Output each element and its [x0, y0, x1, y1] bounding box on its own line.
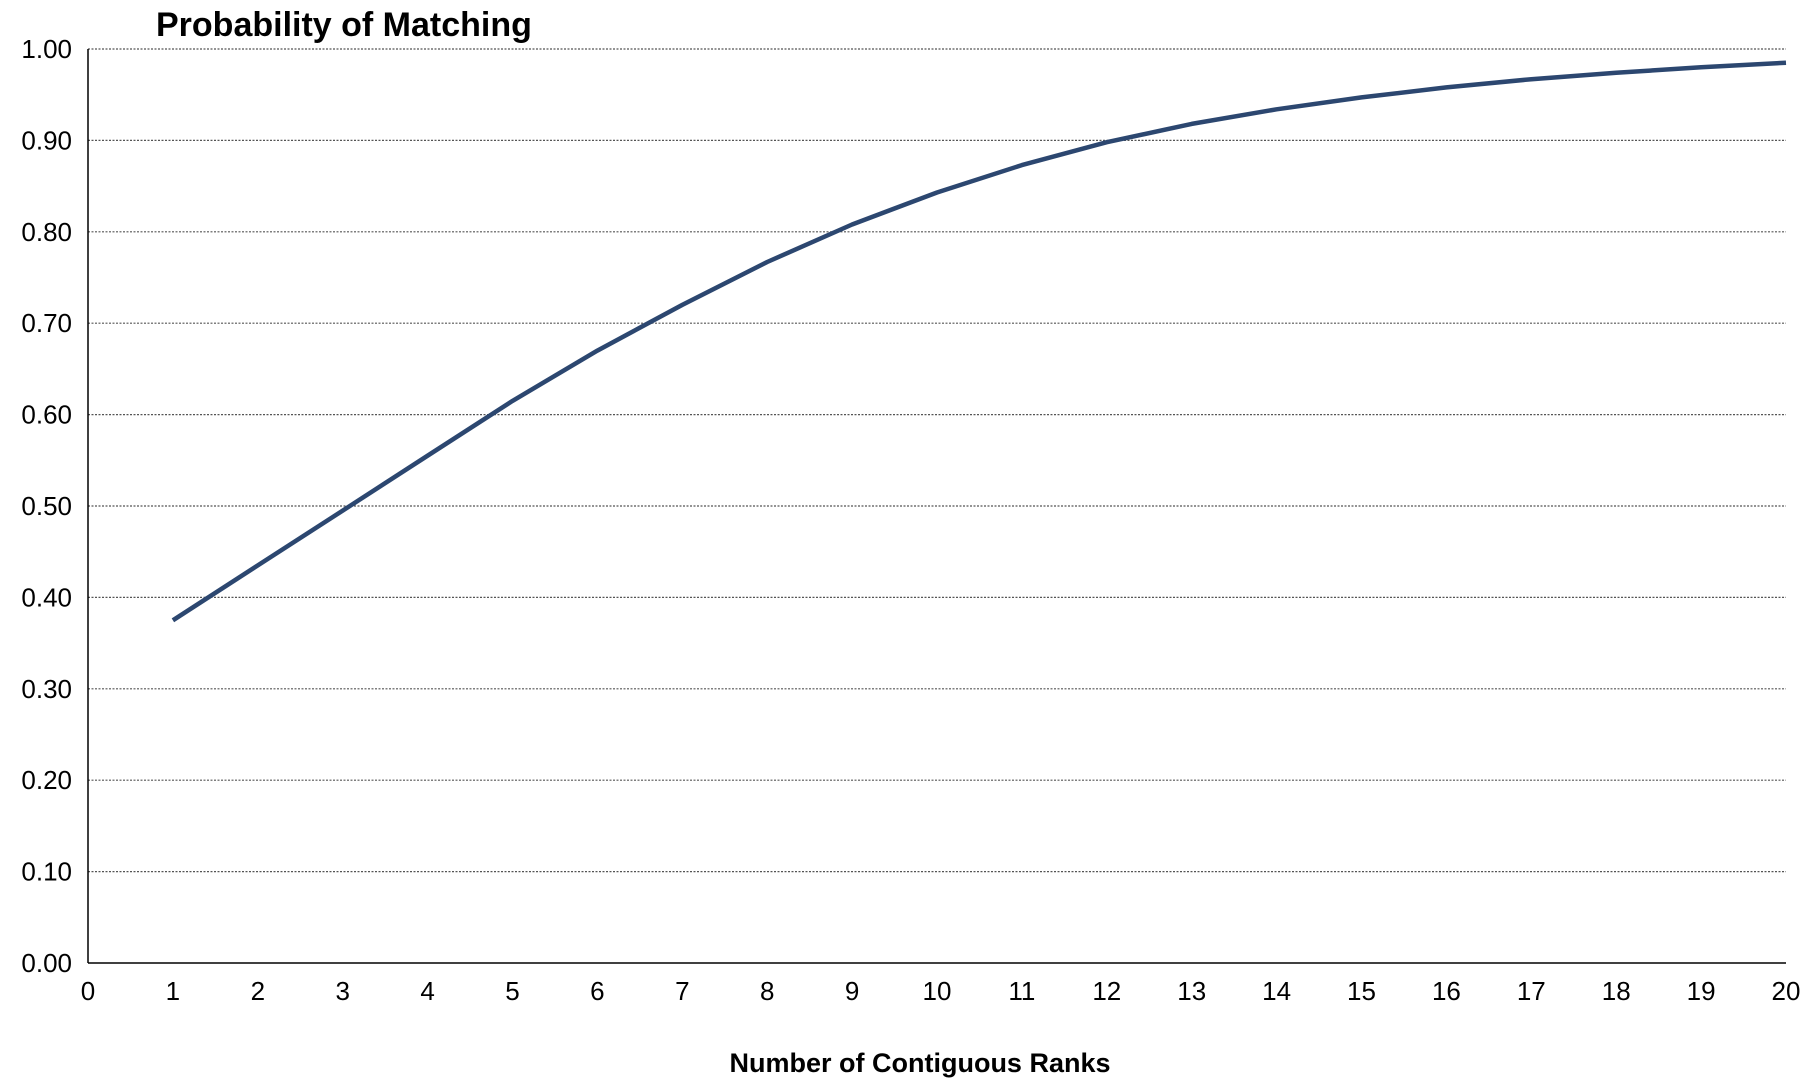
x-tick-label-7: 7 — [675, 976, 689, 1006]
x-tick-label-8: 8 — [760, 976, 774, 1006]
x-tick-label-16: 16 — [1432, 976, 1461, 1006]
x-tick-label-2: 2 — [251, 976, 265, 1006]
y-tick-label-9: 0.90 — [21, 125, 72, 155]
x-axis-title: Number of Contiguous Ranks — [729, 1048, 1110, 1078]
y-tick-label-1: 0.10 — [21, 857, 72, 887]
x-tick-label-4: 4 — [420, 976, 434, 1006]
y-tick-label-6: 0.60 — [21, 400, 72, 430]
chart-title: Probability of Matching — [156, 6, 532, 44]
series-lines — [171, 60, 1787, 623]
x-tick-label-3: 3 — [335, 976, 349, 1006]
x-tick-label-13: 13 — [1177, 976, 1206, 1006]
gridlines — [88, 48, 1786, 873]
x-tick-label-20: 20 — [1772, 976, 1801, 1006]
x-tick-label-6: 6 — [590, 976, 604, 1006]
x-tick-label-18: 18 — [1602, 976, 1631, 1006]
x-tick-label-11: 11 — [1008, 976, 1035, 1006]
y-tick-label-5: 0.50 — [21, 491, 72, 521]
x-tick-label-0: 0 — [81, 976, 95, 1006]
y-tick-label-7: 0.70 — [21, 308, 72, 338]
y-tick-labels: 0.00 0.10 0.20 0.30 0.40 0.50 0.60 0.70 0.80 0.90… — [21, 34, 72, 978]
series-line-0 — [171, 60, 1787, 623]
y-tick-label-4: 0.40 — [21, 582, 72, 612]
x-tick-labels: 0 1 2 3 4 5 6 7 8 9 10 11 12 13 14 15 16 17 18 19 20 — [81, 976, 1801, 1006]
x-tick-label-15: 15 — [1347, 976, 1376, 1006]
x-tick-label-5: 5 — [505, 976, 519, 1006]
x-tick-label-1: 1 — [166, 976, 180, 1006]
y-tick-label-8: 0.80 — [21, 217, 72, 247]
y-tick-label-0: 0.00 — [21, 948, 72, 978]
x-tick-label-10: 10 — [923, 976, 952, 1006]
y-tick-label-3: 0.30 — [21, 674, 72, 704]
x-tick-label-9: 9 — [845, 976, 859, 1006]
x-tick-label-14: 14 — [1262, 976, 1291, 1006]
y-tick-label-10: 1.00 — [21, 34, 72, 64]
x-tick-label-19: 19 — [1687, 976, 1716, 1006]
x-tick-label-17: 17 — [1517, 976, 1546, 1006]
x-tick-label-12: 12 — [1092, 976, 1121, 1006]
y-tick-label-2: 0.20 — [21, 765, 72, 795]
